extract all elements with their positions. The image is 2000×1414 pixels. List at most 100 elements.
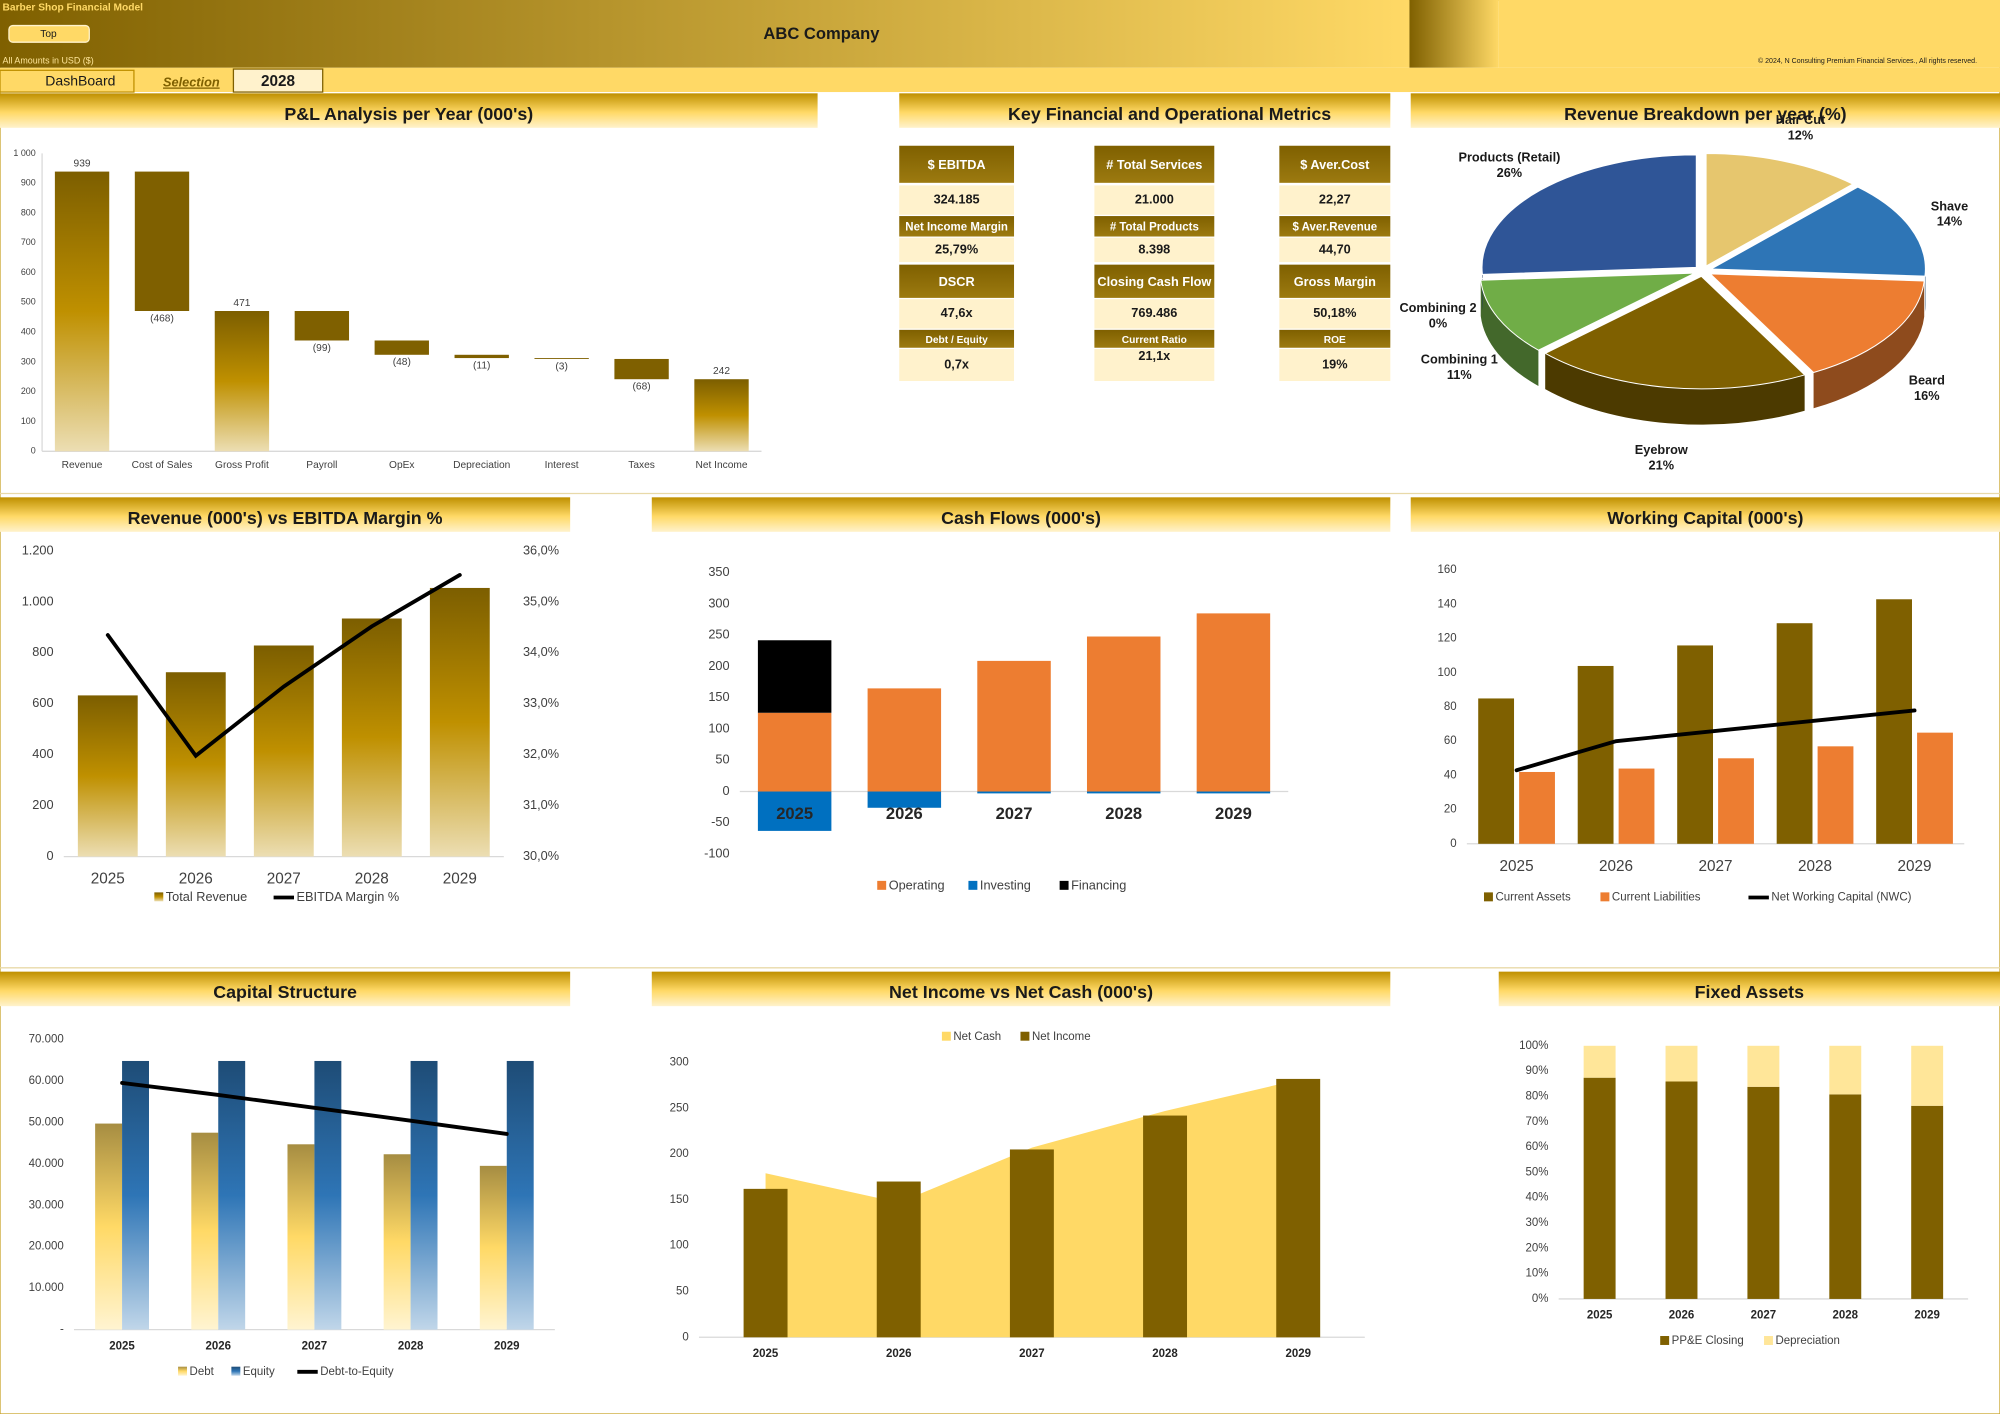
panel-title: Cash Flows (000's) [941,508,1101,528]
y-tick-label: 80% [1525,1090,1548,1102]
y-tick-label: 800 [21,207,36,217]
y-tick-label: 31,0% [523,797,559,812]
legend-label: Debt [190,1366,215,1378]
metric-value-box [899,185,1015,215]
y-tick-label: 1 000 [13,148,35,158]
y-tick-label: 600 [32,695,53,710]
y-tick-label: 32,0% [523,746,559,761]
bar [253,645,314,857]
panel-title: Key Financial and Operational Metrics [1008,104,1331,124]
pie-value-label: 16% [1914,388,1940,403]
y-tick-label: 20.000 [29,1241,64,1253]
x-tick-label: 2025 [753,1348,779,1360]
y-tick-label: 50% [1525,1166,1548,1178]
y-tick-label: 0% [1532,1293,1549,1305]
bar [218,1060,246,1330]
pie-value-label: 21% [1649,457,1675,472]
bar [429,587,490,857]
data-label: (3) [555,361,567,372]
y-tick-label: 50 [676,1286,689,1298]
y-tick-label: 140 [1437,598,1456,610]
bar [1829,1094,1862,1299]
bar [506,1060,534,1330]
metric-value-box [899,299,1015,329]
year-selector-value[interactable]: 2028 [261,73,296,90]
bar [1519,771,1555,844]
bar [1776,623,1813,844]
x-tick-label: 2025 [1500,858,1534,875]
y-tick-label: 350 [708,564,729,579]
y-tick-label: 20% [1525,1242,1548,1254]
y-tick-label: 20 [1444,804,1457,816]
metric-value-box [1094,237,1215,263]
metric-value: 25,79% [935,241,978,256]
bar [1817,746,1854,844]
y-tick-label: 10.000 [29,1282,64,1294]
legend-label: EBITDA Margin % [297,889,400,904]
x-tick-label: 2026 [179,871,213,888]
y-tick-label: 0 [1450,838,1456,850]
x-tick-label: 2029 [1215,804,1252,823]
x-tick-label: 2028 [1152,1348,1178,1360]
bar [1583,1045,1616,1078]
dashboard-tab[interactable] [0,69,135,93]
pie-label: Hair Cut [1776,112,1826,127]
data-label: 939 [74,159,91,170]
x-tick-label: OpEx [389,460,415,471]
panel-header [1498,971,2000,1007]
x-tick-label: Payroll [306,460,337,471]
bar [314,1060,342,1330]
dashboard-tab-label[interactable]: DashBoard [45,73,115,89]
metric-label: $ EBITDA [928,157,986,172]
pie-slice [1709,273,1925,374]
y-tick-label: 400 [32,746,53,761]
pie-slice-side [1813,280,1925,409]
metric-value: 50,18% [1313,305,1356,320]
x-tick-label: 2028 [1833,1310,1859,1322]
bar [1665,1081,1698,1299]
legend-label: Equity [243,1366,275,1378]
x-tick-label: 2027 [267,871,301,888]
legend-swatch [1059,880,1069,890]
panel-title: Net Income vs Net Cash (000's) [889,982,1153,1002]
y-tick-label: 60 [1444,735,1457,747]
x-tick-label: 2029 [1285,1348,1311,1360]
bar [77,695,138,857]
year-selector[interactable] [232,68,324,93]
header-band [0,0,1410,68]
bar [694,379,749,452]
selection-label: Selection [163,74,220,89]
y-tick-label: 30% [1525,1217,1548,1229]
top-button[interactable] [8,24,90,43]
legend-swatch [231,1366,241,1376]
bar [1876,599,1912,844]
company-name: ABC Company [763,24,880,43]
y-tick-label: 30,0% [523,848,559,863]
legend-swatch [1660,1336,1670,1345]
y-tick-label: 800 [32,644,53,659]
x-tick-label: 2029 [1898,858,1932,875]
bar [1917,732,1953,844]
metric-label-box [1279,145,1391,183]
x-tick-label: 2025 [109,1340,135,1352]
bar [1009,1149,1054,1338]
bar [191,1132,219,1330]
x-tick-label: 2025 [91,871,125,888]
top-button-label[interactable]: Top [40,29,57,40]
pie-label: Shave [1931,198,1969,213]
x-tick-label: 2029 [494,1340,520,1352]
metric-label: Debt / Equity [925,335,988,346]
legend-swatch [1483,892,1493,902]
x-tick-label: 2029 [1914,1310,1940,1322]
x-tick-label: 2027 [996,804,1033,823]
x-tick-label: 2027 [302,1340,328,1352]
y-tick-label: 10% [1525,1268,1548,1280]
metric-value: 0,7x [944,356,969,371]
bar [757,791,832,831]
metric-value: 44,70 [1319,241,1351,256]
bar [1086,636,1161,792]
y-tick-label: 500 [21,297,36,307]
pie-label: Products (Retail) [1458,150,1560,165]
